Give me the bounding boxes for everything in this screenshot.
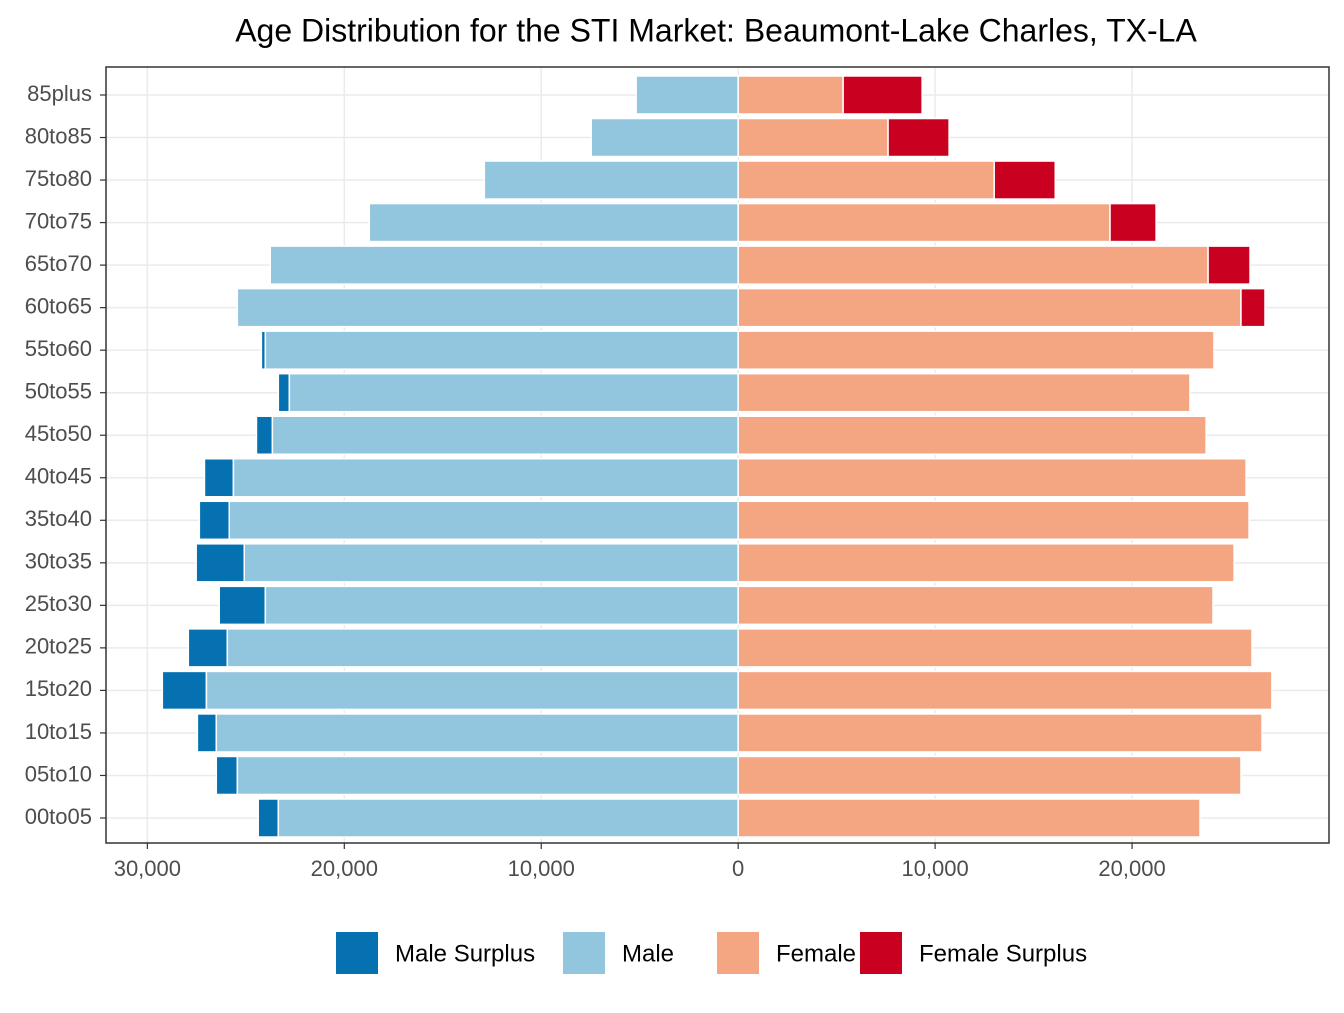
bar xyxy=(205,670,739,711)
bar xyxy=(737,713,1263,753)
bar xyxy=(737,75,844,115)
x-tick-label: 10,000 xyxy=(508,856,575,881)
bar xyxy=(195,543,246,583)
bar xyxy=(590,117,739,158)
bar xyxy=(288,372,739,413)
y-tick-label: 65to70 xyxy=(25,251,92,276)
bar xyxy=(215,713,739,753)
bar xyxy=(737,628,1253,668)
bar xyxy=(737,372,1191,413)
bar xyxy=(243,543,739,583)
bar xyxy=(187,628,229,668)
bar xyxy=(737,585,1214,626)
y-tick-label: 15to20 xyxy=(25,676,92,701)
bar xyxy=(236,287,739,328)
x-tick-label: 30,000 xyxy=(114,856,181,881)
bar xyxy=(264,330,739,370)
y-tick-label: 35to40 xyxy=(25,506,92,531)
bar xyxy=(737,670,1273,711)
bar xyxy=(1207,245,1251,285)
bar xyxy=(993,160,1057,200)
x-tick-label: 20,000 xyxy=(1098,856,1165,881)
bar xyxy=(737,458,1247,498)
bar xyxy=(232,458,739,498)
legend-key xyxy=(336,932,378,974)
y-tick-label: 55to60 xyxy=(25,336,92,361)
bar xyxy=(198,500,231,541)
y-tick-label: 00to05 xyxy=(25,804,92,829)
bar xyxy=(737,245,1209,285)
y-tick-label: 10to15 xyxy=(25,719,92,744)
bar xyxy=(842,75,923,115)
bar xyxy=(269,245,739,285)
bar xyxy=(215,755,239,796)
bar xyxy=(737,500,1250,541)
bar xyxy=(226,628,739,668)
bar xyxy=(737,755,1242,796)
bar xyxy=(277,372,291,413)
bar xyxy=(1109,202,1157,243)
bar xyxy=(203,458,235,498)
bar xyxy=(635,75,739,115)
bar xyxy=(737,160,995,200)
legend-label: Male Surplus xyxy=(395,940,535,967)
y-tick-label: 50to55 xyxy=(25,379,92,404)
x-tick-label: 0 xyxy=(732,856,744,881)
x-tick-label: 10,000 xyxy=(901,856,968,881)
bar xyxy=(737,287,1242,328)
bar xyxy=(737,117,889,158)
legend-label: Female xyxy=(776,940,856,967)
y-tick-label: 40to45 xyxy=(25,464,92,489)
legend-key xyxy=(563,932,605,974)
panel-border xyxy=(105,66,1330,844)
bar xyxy=(737,202,1111,243)
legend-label: Male xyxy=(622,940,674,967)
bar xyxy=(161,670,208,711)
bar xyxy=(737,330,1215,370)
y-tick-label: 25to30 xyxy=(25,591,92,616)
bar xyxy=(1240,287,1266,328)
bar xyxy=(218,585,267,626)
bar xyxy=(737,798,1201,838)
x-tick-label: 20,000 xyxy=(311,856,378,881)
y-tick-label: 80to85 xyxy=(25,123,92,148)
legend-label: Female Surplus xyxy=(919,940,1087,967)
chart-title: Age Distribution for the STI Market: Bea… xyxy=(235,12,1197,48)
bar xyxy=(236,755,739,796)
y-tick-label: 05to10 xyxy=(25,761,92,786)
bar xyxy=(264,585,739,626)
bar xyxy=(228,500,739,541)
bar xyxy=(737,543,1235,583)
bar xyxy=(257,798,280,838)
legend-key xyxy=(860,932,902,974)
y-tick-label: 70to75 xyxy=(25,208,92,233)
bar xyxy=(483,160,739,200)
bar xyxy=(255,415,274,455)
bar xyxy=(887,117,950,158)
bar xyxy=(368,202,739,243)
y-tick-label: 30to35 xyxy=(25,549,92,574)
bar xyxy=(737,415,1207,455)
y-tick-label: 45to50 xyxy=(25,421,92,446)
y-tick-label: 85plus xyxy=(27,81,92,106)
y-tick-label: 60to65 xyxy=(25,293,92,318)
y-tick-label: 20to25 xyxy=(25,634,92,659)
bar xyxy=(277,798,739,838)
y-tick-label: 75to80 xyxy=(25,166,92,191)
legend-key xyxy=(717,932,759,974)
bar xyxy=(196,713,218,753)
bar xyxy=(271,415,739,455)
